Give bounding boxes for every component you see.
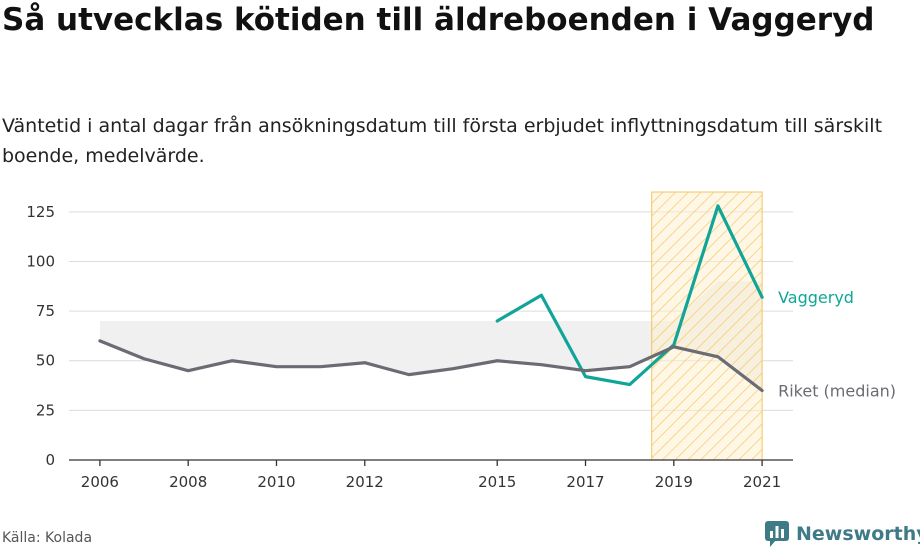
newsworthy-logo: Newsworthy xyxy=(764,519,920,549)
y-tick-label: 125 xyxy=(26,203,55,221)
brand-name: Newsworthy xyxy=(796,523,920,545)
y-tick-label: 50 xyxy=(36,352,55,370)
x-tick-label: 2017 xyxy=(566,473,604,491)
y-tick-label: 0 xyxy=(45,451,55,469)
x-tick-label: 2015 xyxy=(478,473,516,491)
chart-title: Så utvecklas kötiden till äldreboenden i… xyxy=(2,2,875,38)
series-line-vaggeryd xyxy=(495,204,764,387)
line-chart: 0 25 50 75 100 125 2006 2008 2010 2012 2015 2017 201… xyxy=(26,191,896,491)
newsworthy-logo-icon xyxy=(765,521,789,547)
range-band xyxy=(99,281,763,391)
y-tick-label: 100 xyxy=(26,252,55,270)
x-tick-label: 2021 xyxy=(743,473,781,491)
highlight-hatch xyxy=(651,191,763,461)
source-note: Källa: Kolada xyxy=(2,530,93,546)
chart-subtitle: Väntetid i antal dagar från ansökningsda… xyxy=(2,115,883,167)
x-tick-label: 2019 xyxy=(655,473,693,491)
y-tick-label: 75 xyxy=(36,302,55,320)
x-tick-label: 2012 xyxy=(346,473,384,491)
x-tick-label: 2010 xyxy=(257,473,295,491)
series-line-riket xyxy=(98,339,764,393)
x-tick-label: 2008 xyxy=(169,473,207,491)
series-label-vaggeryd: Vaggeryd xyxy=(778,288,854,307)
y-tick-label: 25 xyxy=(36,401,55,419)
x-tick-label: 2006 xyxy=(81,473,119,491)
series-label-riket: Riket (median) xyxy=(778,382,896,401)
